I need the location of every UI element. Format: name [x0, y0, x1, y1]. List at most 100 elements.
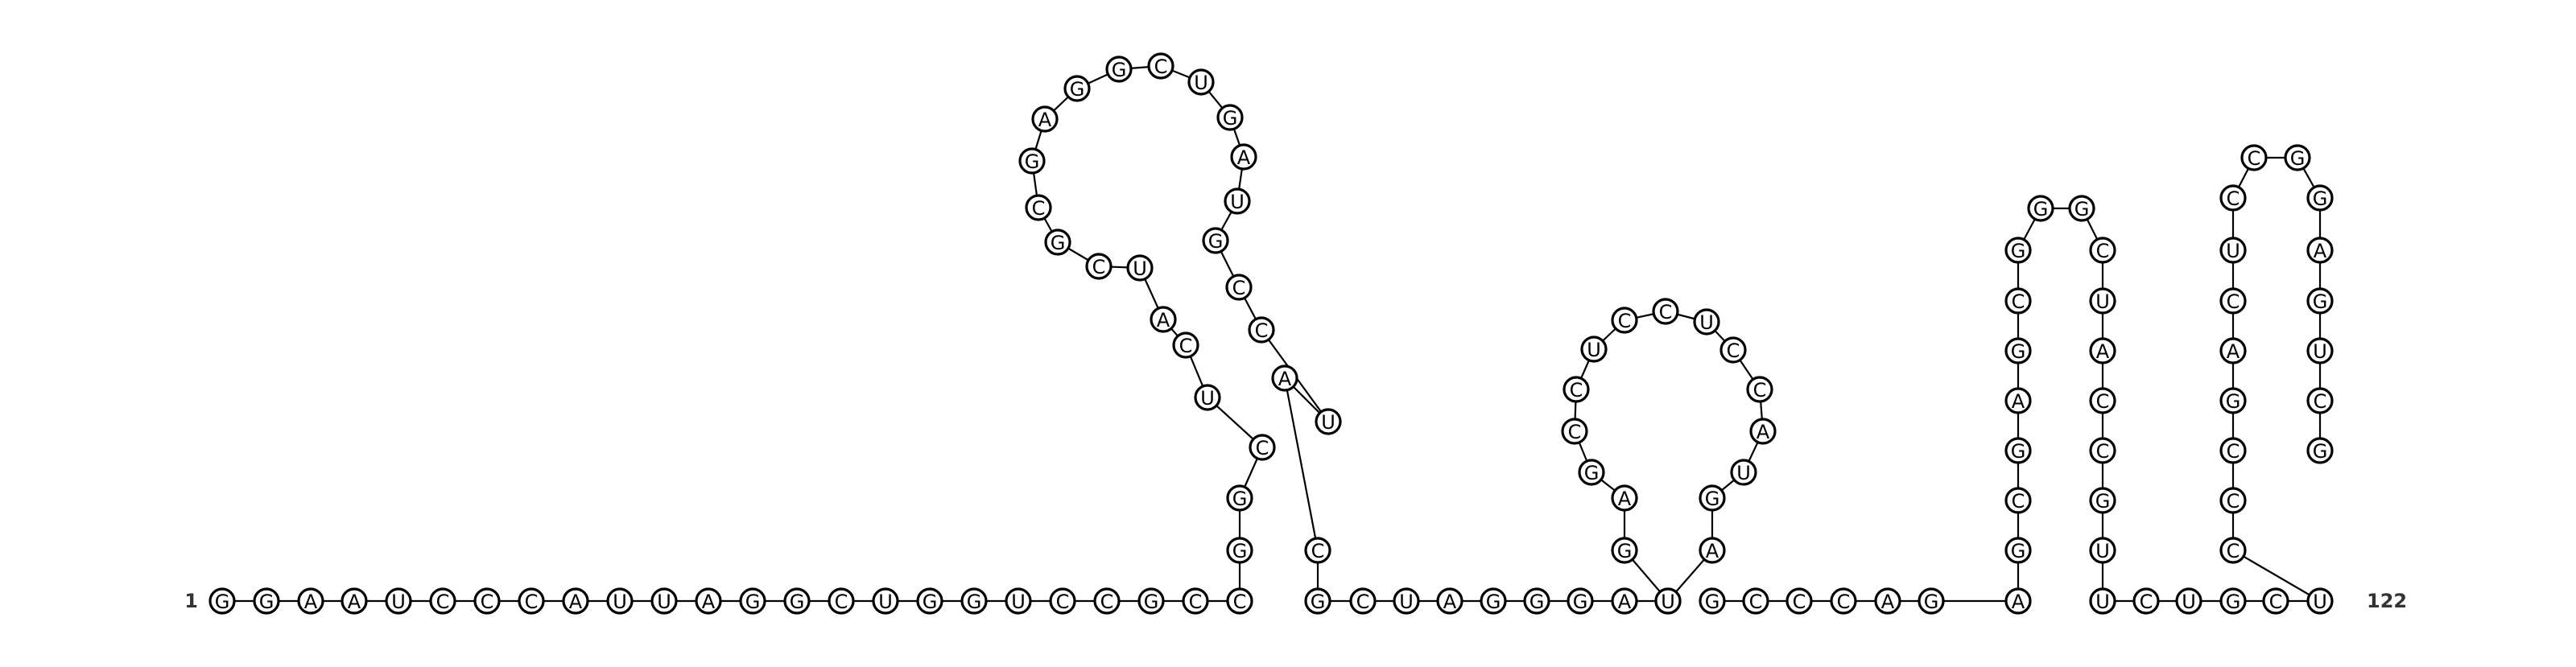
nucleotide-letter: U: [1200, 387, 1215, 410]
nucleotide-letter: A: [1278, 368, 1292, 390]
nucleotide-letter: U: [613, 591, 627, 613]
nucleotide: A: [2219, 337, 2247, 364]
nucleotide-circle: [960, 587, 988, 615]
nucleotide-circle: [1226, 587, 1253, 615]
nucleotide: G: [2004, 437, 2032, 464]
nucleotide-circle: [1436, 587, 1463, 615]
nucleotide: U: [1693, 308, 1720, 336]
nucleotide-letter: G: [1486, 591, 1501, 613]
nucleotide-circle: [2004, 437, 2032, 464]
nucleotide-circle: [1005, 587, 1032, 615]
nucleotide-circle: [1785, 587, 1813, 615]
nucleotide: C: [1248, 316, 1275, 344]
nucleotide-letter: C: [2227, 187, 2240, 210]
nucleotide: C: [1830, 587, 1857, 615]
nucleotide: G: [1578, 459, 1605, 486]
nucleotide: G: [253, 587, 280, 615]
nucleotide: G: [1044, 229, 1071, 256]
nucleotide-circle: [2306, 184, 2334, 212]
nucleotide-circle: [1194, 384, 1221, 411]
nucleotide-letter: U: [2095, 290, 2110, 313]
nucleotide-letter: C: [2096, 240, 2110, 262]
nucleotide-letter: C: [525, 591, 539, 613]
nucleotide-circle: [1085, 253, 1113, 280]
nucleotide: G: [1567, 587, 1594, 615]
nucleotide: C: [2219, 437, 2247, 464]
nucleotide-circle: [1137, 587, 1165, 615]
nucleotide-letter: A: [1618, 591, 1632, 613]
nucleotide-circle: [1172, 331, 1199, 359]
nucleotide: U: [1393, 587, 1420, 615]
nucleotide-circle: [1611, 537, 1638, 564]
nucleotide: G: [2004, 537, 2032, 564]
nucleotide-letter: A: [1757, 421, 1770, 443]
nucleotide-circle: [2089, 437, 2116, 464]
nucleotide: G: [1063, 75, 1091, 102]
nucleotide-letter: G: [1223, 107, 1238, 130]
nucleotide-letter: G: [1232, 488, 1248, 510]
nucleotide-letter: U: [1011, 591, 1026, 613]
nucleotide: C: [1147, 52, 1174, 80]
nucleotide-letter: G: [2313, 290, 2328, 313]
nucleotide: C: [1304, 537, 1331, 564]
nucleotide: A: [1271, 364, 1298, 392]
nucleotide-letter: C: [481, 591, 494, 613]
nucleotide-letter: U: [2095, 540, 2110, 562]
nucleotide-letter: G: [790, 591, 805, 613]
nucleotide: U: [1224, 187, 1251, 215]
nucleotide-letter: A: [1038, 109, 1052, 131]
nucleotide-letter: G: [1208, 230, 1224, 253]
nucleotide-circle: [1874, 587, 1901, 615]
nucleotide: C: [2004, 287, 2032, 315]
nucleotide-letter: U: [2226, 240, 2240, 262]
nucleotide: U: [2089, 287, 2116, 315]
nucleotide-circle: [2004, 337, 2032, 364]
nucleotide-letter: G: [1311, 591, 1326, 613]
nucleotide-letter: G: [1232, 540, 1248, 562]
nucleotide: G: [2219, 587, 2247, 615]
nucleotide-letter: C: [1727, 340, 1740, 362]
nucleotide: G: [1304, 587, 1331, 615]
nucleotide: G: [2089, 487, 2116, 514]
nucleotide-circle: [2004, 587, 2032, 615]
nucleotide-circle: [1230, 143, 1257, 171]
nucleotide-circle: [1563, 376, 1590, 403]
nucleotide: U: [2306, 587, 2334, 615]
nucleotide: C: [1652, 298, 1679, 325]
nucleotide-circle: [2004, 287, 2032, 315]
nucleotide-letter: A: [1881, 591, 1895, 613]
nucleotide: G: [2306, 287, 2334, 315]
nucleotide-circle: [1248, 316, 1275, 344]
nucleotide-circle: [2262, 587, 2289, 615]
nucleotide: C: [1049, 587, 1076, 615]
nucleotide-circle: [1611, 307, 1638, 334]
nucleotide-circle: [1182, 587, 1209, 615]
nucleotide: U: [872, 587, 899, 615]
nucleotide: G: [2027, 195, 2054, 222]
nucleotide: G: [739, 587, 766, 615]
nucleotide-circle: [297, 587, 324, 615]
nucleotide-letter: G: [1924, 591, 1939, 613]
nucleotide-letter: A: [1237, 146, 1251, 169]
nucleotide-letter: A: [1443, 591, 1457, 613]
nucleotide-letter: U: [657, 591, 671, 613]
nucleotide: U: [1315, 408, 1342, 435]
nucleotide: A: [695, 587, 722, 615]
nucleotide-letter: U: [2313, 340, 2327, 363]
nucleotide-circle: [2306, 337, 2334, 364]
nucleotide: U: [650, 587, 678, 615]
nucleotide: A: [341, 587, 368, 615]
nucleotide-letter: A: [2012, 591, 2025, 613]
nucleotide: C: [1225, 274, 1253, 301]
nucleotide-circle: [1018, 147, 1046, 175]
nucleotide-letter: U: [2313, 591, 2327, 613]
nucleotide: A: [2004, 387, 2032, 414]
nucleotide: A: [1436, 587, 1463, 615]
nucleotide-letter: U: [2095, 591, 2110, 613]
nucleotide: C: [1561, 418, 1588, 445]
nucleotide-circle: [2219, 237, 2247, 264]
nucleotide-circle: [2004, 537, 2032, 564]
nucleotide-circle: [1742, 587, 1769, 615]
nucleotide-circle: [1304, 537, 1331, 564]
nucleotide-circle: [2089, 537, 2116, 564]
